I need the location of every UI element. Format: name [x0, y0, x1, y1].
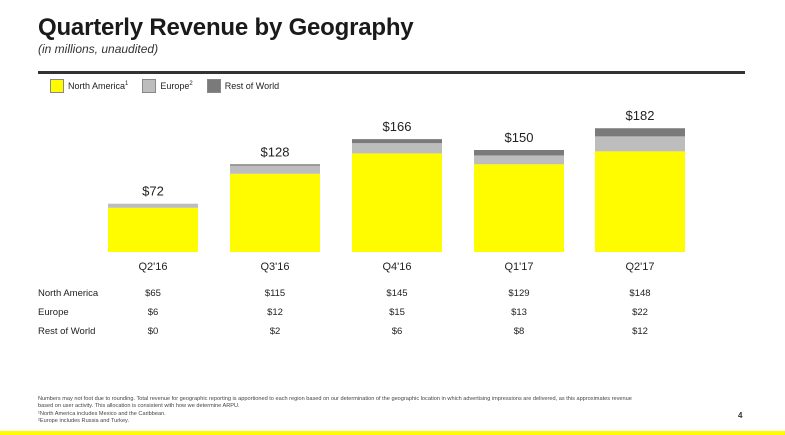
legend-label-rest-of-world: Rest of World: [224, 81, 280, 91]
table-row-north-america: North America $65 $115 $145 $129 $148: [38, 288, 738, 307]
bar-segment-rest-of-world: [230, 164, 320, 166]
bar-segment-north-america: [595, 151, 685, 252]
legend-item-europe: Europe2: [142, 79, 193, 93]
legend-item-north-america: North America1: [50, 79, 128, 93]
table-cell: $115: [264, 288, 286, 299]
bar-segment-europe: [108, 203, 198, 208]
row-label: Europe: [38, 307, 69, 318]
page-number: 4: [738, 411, 743, 420]
bar-total-label: $166: [383, 119, 412, 134]
table-cell: $22: [632, 307, 648, 318]
row-label: North America: [38, 288, 99, 299]
table-cell: $2: [269, 326, 281, 337]
legend-swatch-rest-of-world: [206, 79, 221, 93]
bar-segment-europe: [230, 165, 320, 174]
table-cell: $0: [147, 326, 159, 337]
bar-segment-europe: [352, 143, 442, 154]
footnote-line: ²Europe includes Russia and Turkey.: [38, 417, 129, 424]
footnote-line: Numbers may not foot due to rounding. To…: [38, 396, 632, 402]
x-tick-label: Q3'16: [260, 261, 289, 273]
revenue-table: North America $65 $115 $145 $129 $148 Eu…: [38, 288, 738, 345]
bar-segment-rest-of-world: [352, 139, 442, 144]
bar-segment-europe: [595, 136, 685, 152]
stacked-bar-chart: $72 Q2'16 $128 Q3'16 $166 Q4'16 $150 Q1'17 $182 Q…: [108, 108, 685, 273]
footnote-line: based on user activity. This allocation …: [38, 403, 240, 410]
legend-label-north-america: North America1: [68, 81, 129, 91]
bar-segment-north-america: [230, 173, 320, 252]
table-cell: $12: [632, 326, 648, 337]
x-tick-label: Q4'16: [382, 261, 411, 273]
bar-total-label: $72: [142, 184, 164, 199]
table-row-rest-of-world: Rest of World $0 $2 $6 $8 $12: [38, 326, 738, 345]
bar-segment-north-america: [474, 164, 564, 252]
legend-label-europe: Europe2: [160, 81, 193, 91]
table-cell: $129: [508, 288, 530, 299]
x-tick-label: Q2'16: [138, 261, 167, 273]
table-cell: $6: [391, 326, 403, 337]
legend-item-rest-of-world: Rest of World: [206, 79, 280, 93]
table-cell: $13: [511, 307, 527, 318]
footnotes: Numbers may not foot due to rounding. To…: [38, 396, 718, 425]
bar-total-label: $182: [626, 108, 655, 123]
table-cell: $65: [145, 288, 161, 299]
page-subtitle: (in millions, unaudited): [38, 42, 159, 56]
legend-swatch-north-america: [50, 79, 64, 93]
x-tick-label: Q2'17: [625, 261, 654, 273]
page-title: Quarterly Revenue by Geography: [38, 14, 414, 41]
table-cell: $12: [267, 307, 283, 318]
bar-segment-europe: [474, 155, 564, 165]
table-row-europe: Europe $6 $12 $15 $13 $22: [38, 307, 738, 326]
table-cell: $148: [629, 288, 651, 299]
row-label: Rest of World: [38, 326, 96, 337]
bar-total-label: $150: [505, 130, 534, 145]
x-tick-label: Q1'17: [504, 261, 533, 273]
brand-bottom-bar: [0, 431, 785, 435]
footnote-line: ¹North America includes Mexico and the C…: [38, 410, 166, 417]
title-divider: [38, 71, 745, 74]
bar-segment-north-america: [108, 207, 198, 252]
table-cell: $6: [147, 307, 159, 318]
legend-swatch-europe: [142, 79, 157, 93]
bar-segment-north-america: [352, 153, 442, 252]
bar-segment-rest-of-world: [474, 150, 564, 156]
table-cell: $15: [389, 307, 405, 318]
bar-total-label: $128: [261, 144, 290, 159]
table-cell: $145: [386, 288, 408, 299]
bar-segment-rest-of-world: [595, 128, 685, 137]
chart-legend: North America1 Europe2 Rest of World: [50, 79, 279, 93]
table-cell: $8: [513, 326, 525, 337]
